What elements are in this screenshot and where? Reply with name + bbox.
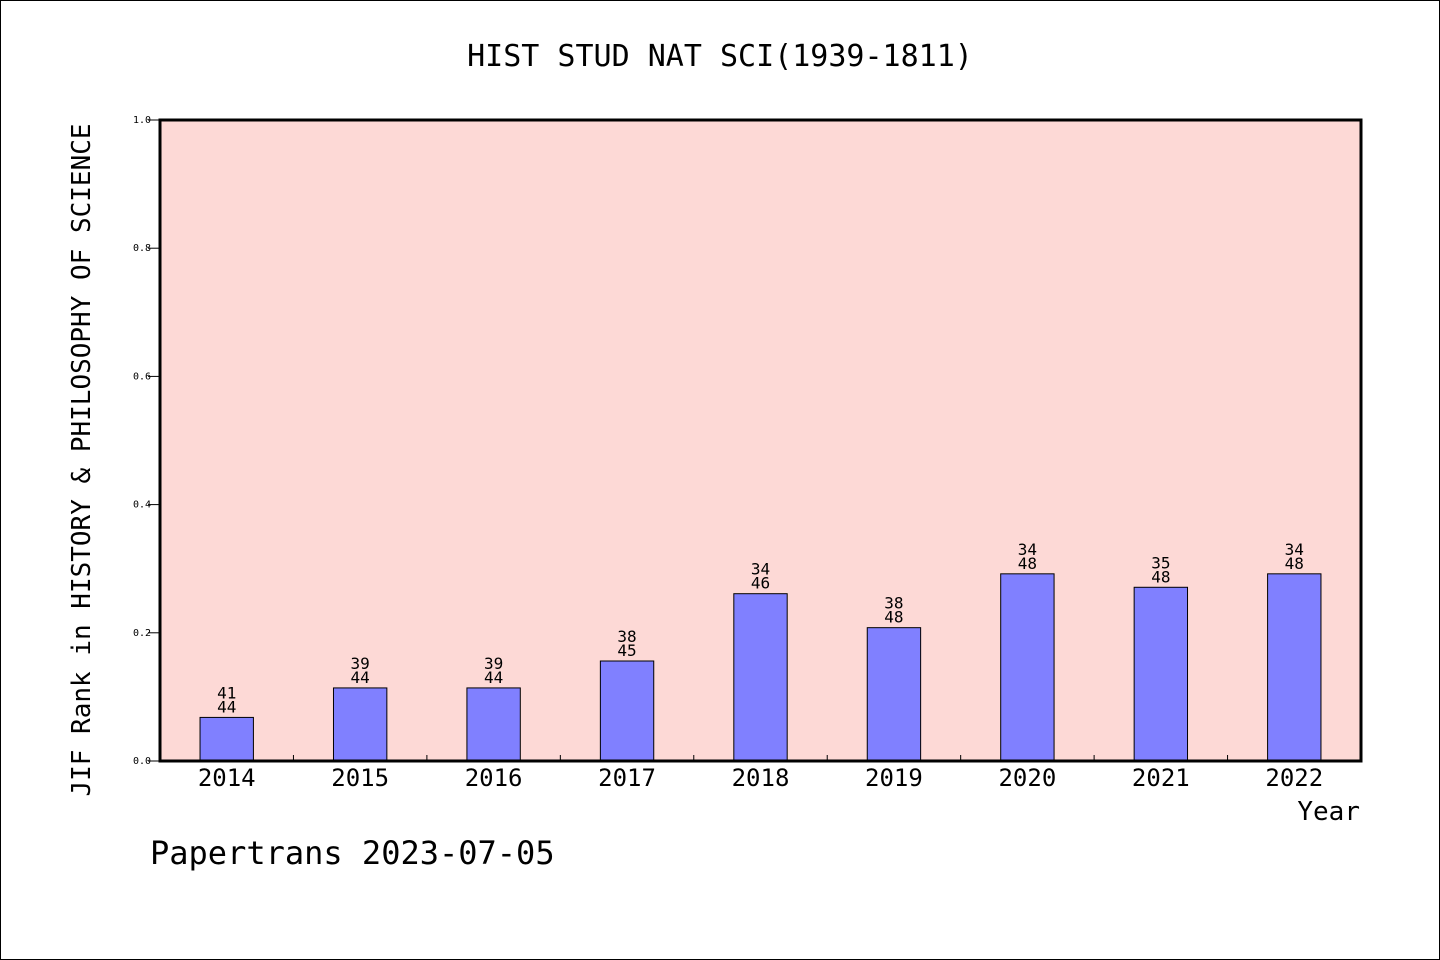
bar-label-2016-total: 44	[484, 668, 503, 687]
bar-2021	[1133, 586, 1189, 762]
x-tick-label-2016: 2016	[465, 764, 523, 792]
x-tick-label-2020: 2020	[998, 764, 1056, 792]
bar-label-2019-total: 48	[884, 608, 903, 627]
x-tick-label-2017: 2017	[598, 764, 656, 792]
bar-label-2018-total: 46	[751, 574, 770, 593]
x-tick-label-2015: 2015	[331, 764, 389, 792]
bar-label-2015-total: 44	[351, 668, 370, 687]
bar-label-2021-total: 48	[1151, 567, 1170, 586]
bar-2020	[1000, 573, 1055, 762]
bar-2022	[1267, 573, 1322, 762]
x-tick-label-2018: 2018	[732, 764, 790, 792]
bars-layer	[199, 573, 1322, 762]
x-axis-title: Year	[1297, 797, 1360, 827]
y-tick-label: 0.8	[133, 243, 151, 254]
bar-2016	[466, 687, 521, 762]
bar-2014	[199, 716, 254, 762]
bar-2015	[332, 687, 388, 762]
y-tick-label: 0.2	[133, 628, 151, 639]
x-tick-label-2019: 2019	[865, 764, 923, 792]
bar-label-2014-rank: 41	[217, 683, 236, 702]
bar-2018	[733, 593, 788, 762]
x-tick-label-2021: 2021	[1132, 764, 1190, 792]
bar-label-2021-rank: 35	[1151, 553, 1170, 572]
y-tick-label: 0.4	[133, 500, 151, 511]
bar-label-2022-rank: 34	[1285, 540, 1304, 559]
y-axis-title: JIF Rank in HISTORY & PHILOSOPHY OF SCIE…	[67, 123, 97, 796]
y-tick-label: 1.0	[133, 115, 151, 126]
bar-label-2015-rank: 39	[351, 654, 370, 673]
bar-label-2017-rank: 38	[617, 627, 636, 646]
bar-label-2020-rank: 34	[1018, 540, 1037, 559]
x-axis: 2014 2015 2016 2017 2018 2019 2020 2021 2022	[198, 755, 1323, 792]
bar-label-2022-total: 48	[1285, 554, 1304, 573]
bar-label-2019-rank: 38	[884, 594, 903, 613]
bar-label-2017-total: 45	[617, 641, 636, 660]
x-tick-label-2014: 2014	[198, 764, 256, 792]
y-axis: 0.0 0.2 0.4 0.6 0.8 1.0	[133, 115, 160, 767]
footer-credit: Papertrans 2023-07-05	[150, 834, 555, 872]
x-tick-label-2022: 2022	[1265, 764, 1323, 792]
bar-label-2014-total: 44	[217, 697, 236, 716]
plot-border	[158, 118, 1363, 763]
y-tick-label: 0.0	[133, 756, 151, 767]
y-tick-label: 0.6	[133, 371, 151, 382]
chart-title: HIST STUD NAT SCI(1939-1811)	[467, 39, 973, 74]
bar-label-2018-rank: 34	[751, 560, 770, 579]
bar-2017	[599, 660, 655, 762]
bar-label-2016-rank: 39	[484, 654, 503, 673]
bar-label-2020-total: 48	[1018, 554, 1037, 573]
bar-2019	[866, 627, 922, 762]
